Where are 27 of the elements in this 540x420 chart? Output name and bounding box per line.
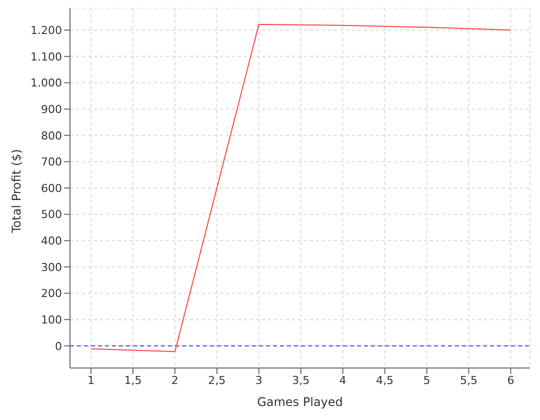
y-tick-label: 200 — [41, 287, 62, 300]
x-tick-label: 2 — [171, 374, 178, 387]
x-tick-label: 1,5 — [124, 374, 142, 387]
x-tick-label: 5,5 — [460, 374, 478, 387]
line-series — [90, 24, 512, 352]
y-tick-label: 600 — [41, 182, 62, 195]
x-tick-label: 3,5 — [292, 374, 310, 387]
y-tick-label: 400 — [41, 234, 62, 248]
y-tick-label: 800 — [41, 129, 62, 142]
x-tick-label: 5 — [423, 374, 430, 387]
x-tick-label: 3 — [255, 374, 262, 387]
y-tick-label: 1.100 — [30, 50, 62, 64]
x-tick-label: 2,5 — [208, 374, 226, 387]
x-axis-title: Games Played — [257, 395, 343, 409]
y-tick-label: 1.000 — [30, 76, 62, 90]
y-tick-label: 700 — [41, 156, 62, 169]
y-tick-label: 100 — [41, 313, 62, 326]
x-tick-label: 1 — [87, 374, 94, 387]
y-axis-title: Total Profit ($) — [9, 149, 24, 234]
x-tick-label: 6 — [507, 374, 514, 387]
y-tick-label: 900 — [41, 102, 62, 116]
y-tick-label: 1.200 — [30, 24, 62, 38]
y-tick-label: 500 — [41, 208, 62, 222]
y-tick-label: 300 — [41, 260, 62, 274]
y-tick-label: 0 — [55, 340, 62, 353]
x-tick-label: 4,5 — [376, 374, 394, 387]
x-tick-label: 4 — [339, 374, 346, 387]
